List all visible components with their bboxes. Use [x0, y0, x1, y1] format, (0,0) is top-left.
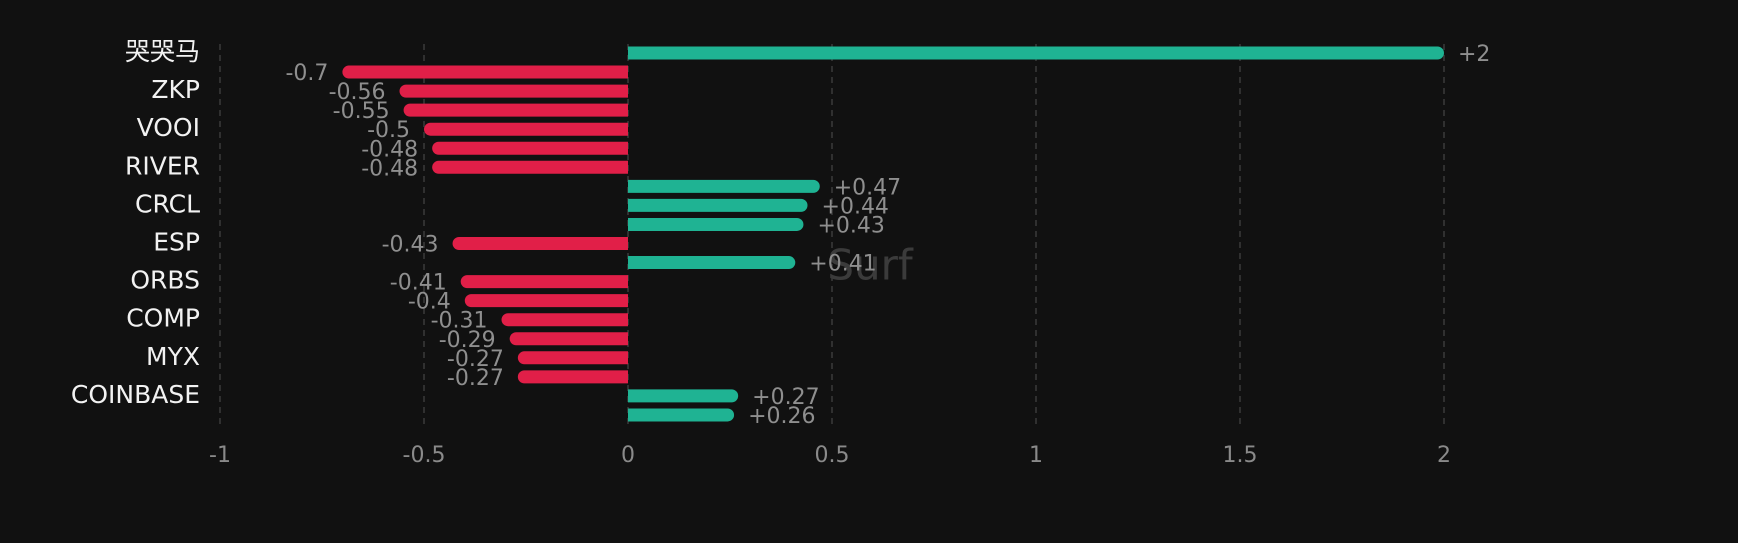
value-label: +0.43: [817, 213, 884, 238]
bar: [628, 198, 808, 212]
value-label: +0.26: [748, 404, 815, 429]
category-label: ORBS: [130, 266, 200, 295]
bar: [342, 65, 628, 79]
value-label: -0.48: [361, 156, 418, 181]
value-label: -0.56: [329, 80, 386, 105]
value-label: +0.44: [822, 194, 889, 219]
bar: [628, 389, 739, 403]
value-label: -0.7: [285, 61, 328, 86]
bar: [460, 275, 628, 289]
bar: [501, 313, 628, 327]
category-label: ZKP: [151, 75, 200, 104]
watermark: Surf: [827, 241, 914, 290]
value-label: -0.48: [361, 137, 418, 162]
value-label: -0.43: [382, 233, 439, 258]
bar: [464, 294, 628, 308]
category-label: CRCL: [135, 189, 200, 218]
value-label: -0.4: [408, 290, 451, 315]
value-label: +2: [1458, 42, 1490, 67]
bar: [432, 141, 628, 155]
bar: [628, 217, 804, 231]
bar: [628, 256, 796, 270]
value-label: -0.27: [447, 347, 504, 372]
category-label: VOOI: [137, 113, 200, 142]
bar: [424, 122, 628, 136]
x-tick-label: 0: [621, 443, 635, 468]
value-label: -0.31: [431, 309, 488, 334]
bar: [517, 351, 628, 365]
value-label: +0.47: [834, 175, 901, 200]
x-tick-label: 1: [1029, 443, 1043, 468]
bar: [517, 370, 628, 384]
bar: [452, 237, 628, 250]
bar: [628, 408, 735, 422]
bar: [628, 46, 1444, 60]
x-tick-label: 0.5: [815, 443, 850, 468]
value-label: -0.29: [439, 328, 496, 353]
value-label: -0.55: [333, 99, 390, 124]
value-label: -0.5: [367, 118, 410, 143]
bar: [399, 84, 628, 98]
value-label: +0.41: [809, 252, 876, 277]
category-label: 哭哭马: [125, 37, 200, 66]
category-label: ESP: [153, 228, 200, 257]
x-tick-label: -0.5: [403, 443, 446, 468]
x-tick-label: 1.5: [1223, 443, 1258, 468]
bar: [403, 103, 628, 117]
category-label: RIVER: [125, 151, 200, 180]
bar: [509, 332, 628, 346]
value-label: +0.27: [752, 385, 819, 410]
bar: [628, 179, 820, 193]
category-label: COMP: [126, 304, 200, 333]
category-label: MYX: [146, 342, 200, 371]
value-label: -0.27: [447, 366, 504, 391]
bar: [432, 160, 628, 174]
x-tick-label: 2: [1437, 443, 1451, 468]
x-tick-label: -1: [209, 443, 231, 468]
value-label: -0.41: [390, 271, 447, 296]
category-label: COINBASE: [71, 380, 200, 409]
